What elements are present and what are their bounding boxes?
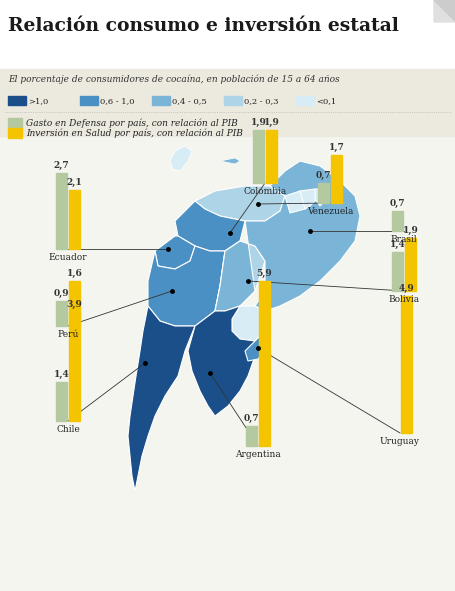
- Text: 1,4: 1,4: [54, 370, 69, 379]
- Bar: [56, 301, 67, 326]
- Text: Inversión en Salud por país, con relación al PIB: Inversión en Salud por país, con relació…: [26, 128, 243, 138]
- Bar: [152, 96, 170, 105]
- Bar: [8, 96, 26, 105]
- Text: 1,6: 1,6: [66, 269, 82, 278]
- Text: 1,9: 1,9: [263, 118, 279, 127]
- Polygon shape: [244, 331, 264, 361]
- Text: Argentina: Argentina: [235, 450, 280, 459]
- Text: Venezuela: Venezuela: [306, 207, 353, 216]
- Bar: [317, 183, 328, 203]
- Polygon shape: [195, 186, 284, 221]
- Text: Gasto en Defensa por país, con relación al PIB: Gasto en Defensa por país, con relación …: [26, 118, 237, 128]
- Bar: [400, 296, 411, 433]
- Text: 1,4: 1,4: [389, 240, 404, 249]
- Text: 5,9: 5,9: [256, 269, 272, 278]
- Bar: [258, 281, 269, 446]
- Polygon shape: [284, 191, 309, 213]
- Text: 2,7: 2,7: [54, 161, 69, 170]
- Bar: [8, 128, 22, 138]
- Polygon shape: [214, 161, 359, 311]
- Text: 1,9: 1,9: [402, 226, 418, 235]
- Bar: [69, 190, 80, 249]
- Bar: [223, 96, 242, 105]
- Bar: [404, 238, 415, 291]
- Text: Uruguay: Uruguay: [379, 437, 419, 446]
- Polygon shape: [155, 236, 195, 269]
- Polygon shape: [187, 306, 254, 416]
- Text: Chile: Chile: [56, 425, 80, 434]
- Text: 0,7: 0,7: [243, 414, 259, 423]
- Polygon shape: [170, 146, 192, 171]
- Polygon shape: [433, 0, 455, 22]
- Polygon shape: [128, 306, 195, 491]
- Bar: [0, 69, 455, 136]
- Polygon shape: [433, 0, 455, 22]
- Text: El porcentaje de consumidores de cocaína, en población de 15 a 64 años: El porcentaje de consumidores de cocaína…: [8, 74, 339, 84]
- Text: 0,7: 0,7: [315, 171, 330, 180]
- Text: Colombia: Colombia: [243, 187, 286, 196]
- Text: Perú: Perú: [57, 330, 79, 339]
- Text: 1,7: 1,7: [328, 144, 344, 152]
- Polygon shape: [175, 201, 244, 251]
- Text: 0,6 - 1,0: 0,6 - 1,0: [100, 97, 134, 105]
- Polygon shape: [299, 189, 319, 209]
- Text: 0,2 - 0,3: 0,2 - 0,3: [243, 97, 278, 105]
- Text: Ecuador: Ecuador: [49, 253, 87, 262]
- Text: 2,1: 2,1: [66, 178, 82, 187]
- Text: >1,0: >1,0: [28, 97, 48, 105]
- Text: Brasil: Brasil: [390, 235, 416, 244]
- Text: 4,9: 4,9: [398, 284, 414, 293]
- Polygon shape: [148, 246, 224, 326]
- Bar: [253, 130, 263, 183]
- Bar: [245, 426, 257, 446]
- Bar: [391, 212, 402, 231]
- Text: 0,9: 0,9: [54, 289, 69, 298]
- Bar: [80, 96, 98, 105]
- Text: 0,7: 0,7: [389, 199, 404, 209]
- Polygon shape: [214, 241, 264, 311]
- Bar: [69, 312, 80, 421]
- Polygon shape: [219, 158, 239, 164]
- Bar: [56, 173, 67, 249]
- Polygon shape: [314, 189, 327, 206]
- Bar: [295, 96, 313, 105]
- Bar: [0, 0, 455, 71]
- Bar: [8, 118, 22, 128]
- Text: Relación consumo e inversión estatal: Relación consumo e inversión estatal: [8, 17, 398, 35]
- Bar: [330, 155, 341, 203]
- Bar: [56, 382, 67, 421]
- Text: 1,9: 1,9: [250, 118, 266, 127]
- Text: Bolivia: Bolivia: [388, 295, 419, 304]
- Polygon shape: [232, 306, 264, 341]
- Bar: [69, 281, 80, 326]
- Text: 3,9: 3,9: [66, 300, 82, 309]
- Text: <0,1: <0,1: [315, 97, 335, 105]
- Text: 0,4 - 0,5: 0,4 - 0,5: [172, 97, 206, 105]
- Bar: [391, 252, 402, 291]
- Bar: [265, 130, 276, 183]
